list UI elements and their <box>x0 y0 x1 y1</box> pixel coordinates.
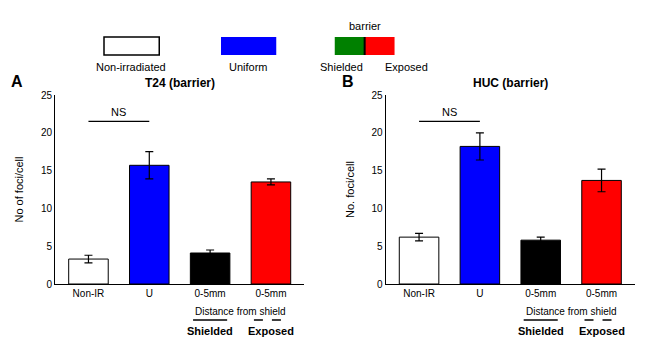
svg-text:25: 25 <box>41 90 53 101</box>
svg-text:0-5mm: 0-5mm <box>525 288 556 299</box>
svg-text:0-5mm: 0-5mm <box>586 288 617 299</box>
svg-text:Distance from shield: Distance from shield <box>195 306 286 317</box>
svg-text:No of foci/cell: No of foci/cell <box>13 156 25 222</box>
svg-text:10: 10 <box>371 203 383 214</box>
svg-text:Shielded: Shielded <box>518 325 564 337</box>
svg-text:5: 5 <box>46 241 52 252</box>
svg-text:20: 20 <box>371 127 383 138</box>
svg-text:Distance from shield: Distance from shield <box>526 306 617 317</box>
svg-text:20: 20 <box>41 127 53 138</box>
svg-text:25: 25 <box>371 90 383 101</box>
svg-text:U: U <box>146 288 153 299</box>
svg-text:barrier: barrier <box>349 20 381 32</box>
svg-text:0-5mm: 0-5mm <box>255 288 286 299</box>
svg-text:Shielded: Shielded <box>187 325 233 337</box>
svg-text:NS: NS <box>442 106 457 118</box>
svg-text:HUC (barrier): HUC (barrier) <box>473 76 548 90</box>
svg-text:15: 15 <box>41 165 53 176</box>
svg-text:A: A <box>11 73 23 90</box>
svg-text:Shielded: Shielded <box>320 61 363 73</box>
svg-text:B: B <box>342 73 354 90</box>
svg-text:Uniform: Uniform <box>229 61 268 73</box>
svg-text:5: 5 <box>377 241 383 252</box>
svg-text:Non-IR: Non-IR <box>73 288 105 299</box>
svg-text:Exposed: Exposed <box>579 325 625 337</box>
svg-text:No. foci/cell: No. foci/cell <box>344 161 356 218</box>
svg-text:T24 (barrier): T24 (barrier) <box>145 76 215 90</box>
svg-text:0: 0 <box>46 279 52 290</box>
svg-text:NS: NS <box>111 106 126 118</box>
svg-text:Non-irradiated: Non-irradiated <box>96 61 166 73</box>
svg-text:10: 10 <box>41 203 53 214</box>
svg-text:U: U <box>476 288 483 299</box>
svg-text:Exposed: Exposed <box>248 325 294 337</box>
svg-text:0: 0 <box>377 279 383 290</box>
svg-text:0-5mm: 0-5mm <box>195 288 226 299</box>
svg-text:Non-IR: Non-IR <box>403 288 435 299</box>
svg-text:Exposed: Exposed <box>385 61 428 73</box>
svg-text:15: 15 <box>371 165 383 176</box>
